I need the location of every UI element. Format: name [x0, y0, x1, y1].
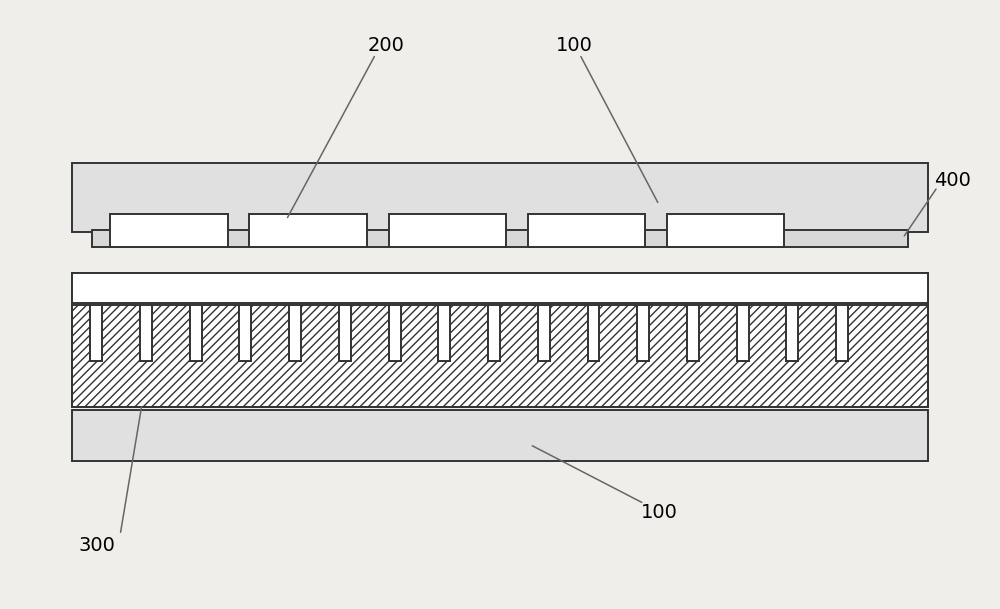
Bar: [230, 287, 261, 303]
Bar: [249, 214, 367, 247]
Bar: [428, 287, 460, 303]
Bar: [588, 303, 599, 361]
Bar: [130, 287, 162, 303]
Bar: [438, 303, 450, 361]
Bar: [667, 214, 784, 247]
Bar: [379, 287, 411, 303]
Bar: [140, 303, 152, 361]
Text: 100: 100: [641, 503, 678, 522]
Text: 200: 200: [367, 35, 404, 55]
Bar: [478, 287, 510, 303]
Bar: [339, 303, 351, 361]
Bar: [637, 303, 649, 361]
Bar: [488, 303, 500, 361]
Bar: [140, 303, 152, 361]
Bar: [92, 230, 908, 247]
Bar: [677, 287, 709, 303]
Bar: [289, 303, 301, 361]
Bar: [230, 287, 261, 303]
Bar: [389, 214, 506, 247]
Bar: [438, 303, 450, 361]
Bar: [190, 303, 202, 361]
Bar: [528, 214, 645, 247]
Bar: [538, 303, 550, 361]
Bar: [727, 287, 759, 303]
Bar: [72, 273, 928, 304]
Bar: [80, 287, 112, 303]
Bar: [826, 287, 858, 303]
Text: 400: 400: [934, 171, 971, 190]
Bar: [389, 303, 401, 361]
Bar: [379, 287, 411, 303]
Bar: [239, 303, 251, 361]
Bar: [428, 287, 460, 303]
Bar: [488, 303, 500, 361]
Bar: [329, 287, 361, 303]
Bar: [578, 287, 609, 303]
Bar: [279, 287, 311, 303]
Text: 300: 300: [79, 537, 116, 555]
Bar: [776, 287, 808, 303]
Bar: [72, 273, 928, 304]
Bar: [90, 303, 102, 361]
Bar: [727, 287, 759, 303]
Bar: [776, 287, 808, 303]
Bar: [737, 303, 749, 361]
Bar: [279, 287, 311, 303]
Bar: [72, 163, 928, 232]
Bar: [190, 303, 202, 361]
Bar: [339, 303, 351, 361]
Bar: [637, 303, 649, 361]
Bar: [538, 303, 550, 361]
Bar: [836, 303, 848, 361]
Bar: [130, 287, 162, 303]
Bar: [72, 303, 928, 407]
Bar: [687, 303, 699, 361]
Bar: [180, 287, 212, 303]
Bar: [826, 287, 858, 303]
Bar: [239, 303, 251, 361]
Bar: [737, 303, 749, 361]
Bar: [478, 287, 510, 303]
Bar: [677, 287, 709, 303]
Bar: [786, 303, 798, 361]
Bar: [389, 303, 401, 361]
Bar: [80, 287, 112, 303]
Bar: [72, 410, 928, 462]
Bar: [110, 214, 228, 247]
Bar: [588, 303, 599, 361]
Bar: [786, 303, 798, 361]
Bar: [329, 287, 361, 303]
Bar: [528, 287, 560, 303]
Bar: [627, 287, 659, 303]
Bar: [289, 303, 301, 361]
Text: 100: 100: [556, 35, 593, 55]
Bar: [72, 303, 928, 407]
Bar: [687, 303, 699, 361]
Bar: [627, 287, 659, 303]
Bar: [836, 303, 848, 361]
Bar: [528, 287, 560, 303]
Bar: [90, 303, 102, 361]
Bar: [578, 287, 609, 303]
Bar: [180, 287, 212, 303]
